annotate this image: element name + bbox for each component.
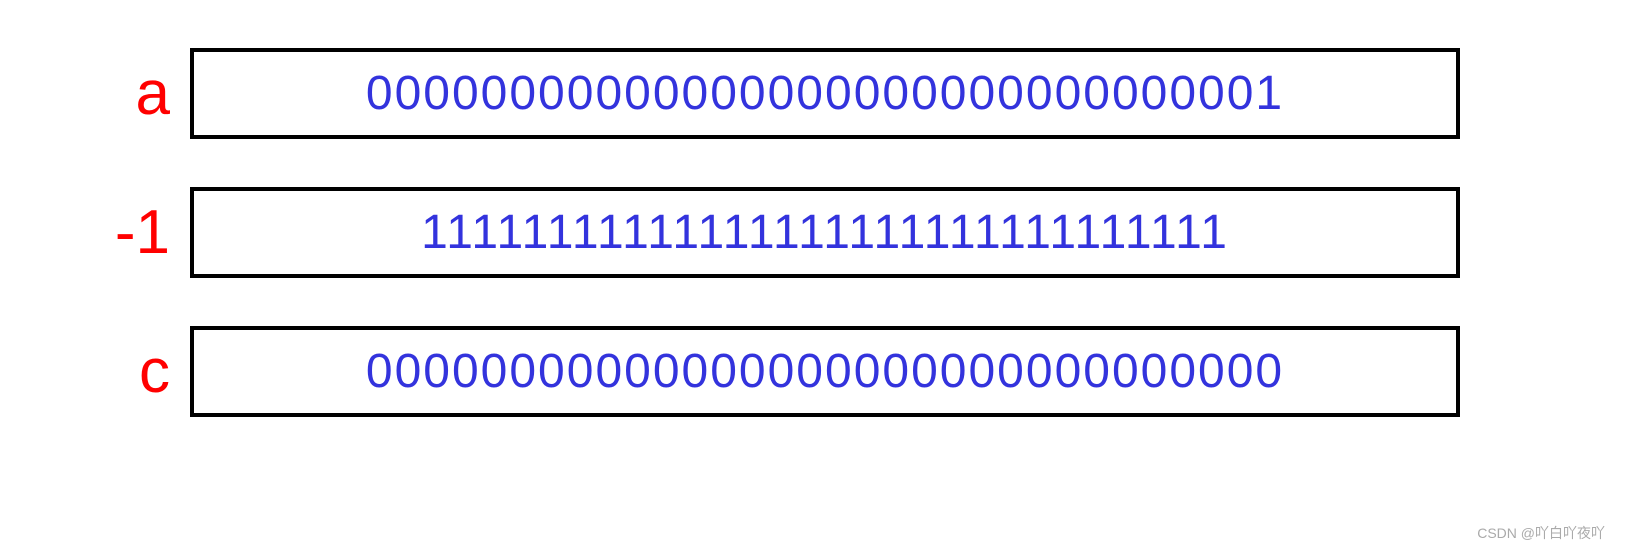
binary-row: a 00000000000000000000000000000001: [80, 48, 1625, 139]
watermark-text: CSDN @吖白吖夜吖: [1477, 523, 1605, 543]
binary-row: -1 11111111111111111111111111111111: [80, 187, 1625, 278]
binary-row: c 00000000000000000000000000000000: [80, 326, 1625, 417]
row-label-minus1: -1: [80, 197, 190, 268]
binary-value: 00000000000000000000000000000000: [366, 345, 1284, 398]
row-label-a: a: [80, 58, 190, 129]
binary-value: 11111111111111111111111111111111: [421, 206, 1229, 259]
binary-box: 00000000000000000000000000000001: [190, 48, 1460, 139]
binary-diagram-container: a 00000000000000000000000000000001 -1 11…: [0, 0, 1625, 417]
binary-box: 11111111111111111111111111111111: [190, 187, 1460, 278]
row-label-c: c: [80, 336, 190, 407]
binary-value: 00000000000000000000000000000001: [366, 67, 1284, 120]
binary-box: 00000000000000000000000000000000: [190, 326, 1460, 417]
